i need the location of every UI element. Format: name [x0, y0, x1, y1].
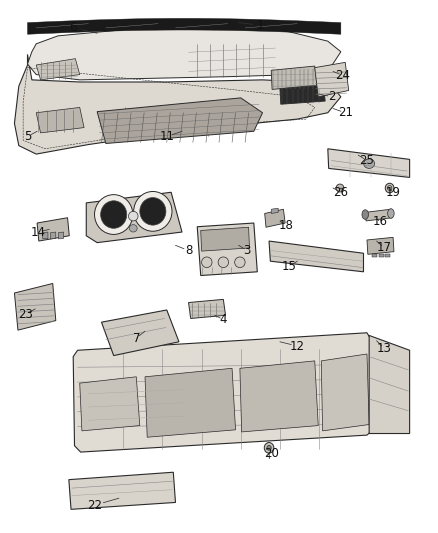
Polygon shape	[36, 108, 84, 133]
Polygon shape	[97, 98, 262, 143]
Ellipse shape	[267, 446, 271, 450]
Ellipse shape	[388, 209, 394, 218]
Polygon shape	[73, 333, 375, 452]
Ellipse shape	[364, 159, 374, 168]
Ellipse shape	[134, 191, 172, 231]
Polygon shape	[280, 85, 325, 104]
Text: 17: 17	[377, 241, 392, 254]
Text: 26: 26	[333, 186, 348, 199]
Ellipse shape	[140, 198, 166, 225]
Polygon shape	[201, 227, 250, 251]
Polygon shape	[28, 18, 341, 34]
Ellipse shape	[385, 183, 394, 193]
Text: 14: 14	[31, 225, 46, 239]
Text: 25: 25	[360, 154, 374, 167]
Polygon shape	[328, 149, 410, 177]
Text: 21: 21	[338, 106, 353, 119]
Polygon shape	[36, 59, 80, 80]
Polygon shape	[14, 284, 56, 330]
Text: 23: 23	[18, 308, 33, 321]
Polygon shape	[369, 335, 410, 433]
Polygon shape	[315, 62, 349, 97]
Polygon shape	[58, 232, 64, 239]
Text: 3: 3	[244, 244, 251, 257]
Ellipse shape	[129, 224, 137, 232]
Polygon shape	[80, 377, 140, 431]
Text: 15: 15	[281, 260, 296, 273]
Polygon shape	[188, 300, 226, 318]
Ellipse shape	[235, 257, 245, 268]
Text: 24: 24	[336, 69, 350, 82]
Ellipse shape	[218, 257, 229, 268]
Polygon shape	[43, 232, 48, 239]
Ellipse shape	[101, 201, 127, 228]
Ellipse shape	[264, 442, 274, 453]
Polygon shape	[372, 254, 377, 257]
Ellipse shape	[336, 184, 344, 192]
Text: 16: 16	[373, 215, 388, 228]
Polygon shape	[365, 209, 392, 221]
Polygon shape	[265, 209, 285, 227]
Text: 7: 7	[133, 332, 140, 344]
Polygon shape	[28, 27, 341, 80]
Ellipse shape	[201, 257, 212, 268]
Text: 18: 18	[279, 219, 294, 232]
Polygon shape	[271, 208, 278, 214]
Polygon shape	[271, 66, 317, 90]
Polygon shape	[69, 472, 176, 510]
Text: 8: 8	[185, 244, 192, 257]
Text: 2: 2	[328, 90, 336, 103]
Text: 22: 22	[88, 498, 102, 512]
Polygon shape	[14, 54, 341, 154]
Polygon shape	[367, 237, 394, 254]
Polygon shape	[50, 232, 56, 239]
Polygon shape	[145, 368, 236, 437]
Polygon shape	[102, 310, 179, 356]
Polygon shape	[321, 354, 369, 431]
Text: 6: 6	[70, 21, 77, 35]
Ellipse shape	[362, 210, 368, 219]
Text: 4: 4	[219, 313, 227, 326]
Polygon shape	[269, 241, 364, 272]
Text: 12: 12	[290, 340, 305, 352]
Ellipse shape	[95, 195, 133, 235]
Text: 11: 11	[159, 130, 174, 143]
Polygon shape	[385, 254, 390, 257]
Polygon shape	[37, 217, 69, 241]
Ellipse shape	[128, 212, 138, 221]
Polygon shape	[86, 192, 182, 243]
Polygon shape	[379, 254, 384, 257]
Polygon shape	[240, 361, 318, 432]
Polygon shape	[197, 223, 257, 276]
Text: 5: 5	[24, 130, 31, 143]
Text: 13: 13	[377, 342, 392, 355]
Text: 1: 1	[257, 19, 264, 32]
Text: 20: 20	[264, 447, 279, 459]
Polygon shape	[123, 103, 228, 137]
Text: 19: 19	[385, 186, 401, 199]
